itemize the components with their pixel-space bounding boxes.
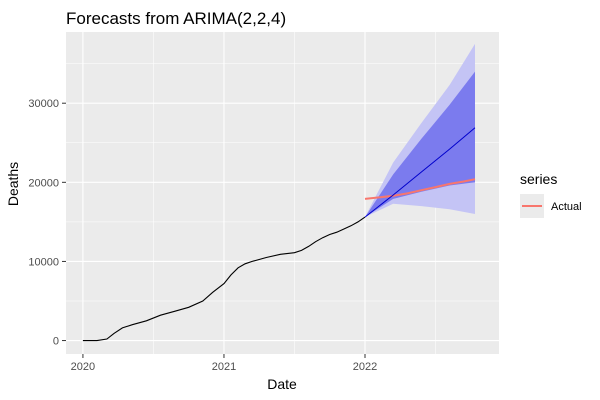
x-tick-label: 2022: [353, 361, 377, 373]
forecast-line: [364, 127, 476, 218]
legend-label-actual: Actual: [551, 201, 582, 213]
y-tick-label: 20000: [28, 177, 59, 189]
legend-title: series: [520, 171, 557, 187]
history-line: [82, 216, 366, 342]
legend: series Actual: [520, 171, 582, 218]
y-axis-title: Deaths: [5, 162, 21, 206]
plot-panel: [66, 32, 499, 354]
x-tick-label: 2021: [212, 361, 236, 373]
prediction-interval-80-band: [365, 71, 475, 218]
x-tick-label: 2020: [71, 361, 95, 373]
actual-line: [364, 178, 476, 200]
y-tick-label: 30000: [28, 98, 59, 110]
chart-title: Forecasts from ARIMA(2,2,4): [66, 9, 286, 28]
y-tick-label: 10000: [28, 256, 59, 268]
y-tick-label: 0: [53, 336, 59, 348]
axes: 2020 2021 2022 0 10000 20000 30000: [28, 98, 377, 373]
x-axis-title: Date: [267, 376, 297, 392]
